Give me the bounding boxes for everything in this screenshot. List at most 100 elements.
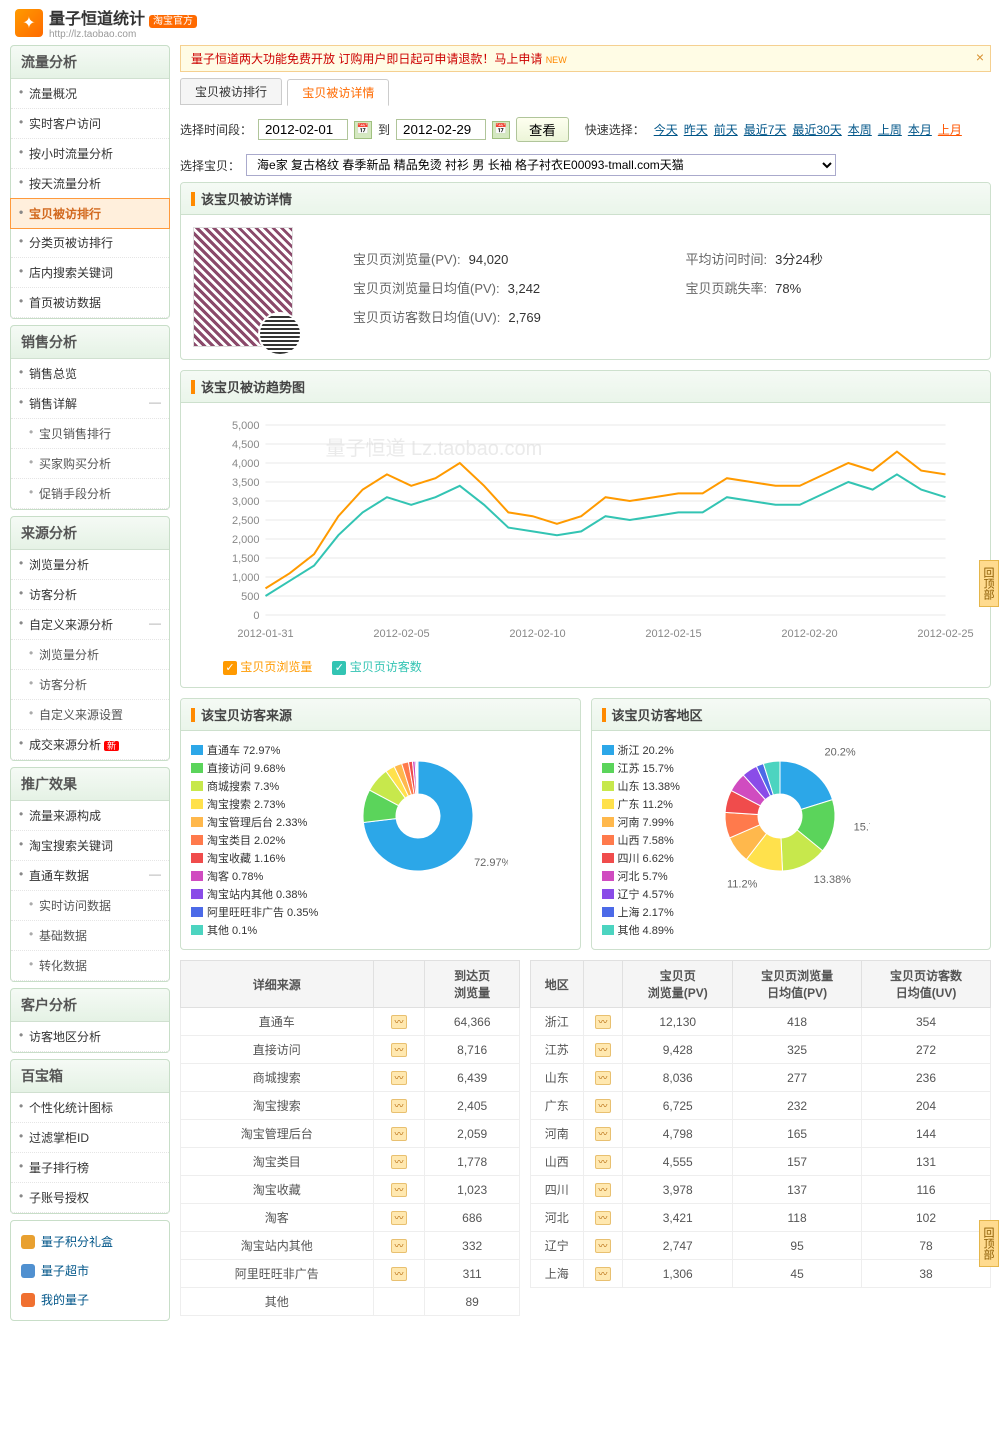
- sidebar-item[interactable]: 流量概况: [11, 79, 169, 109]
- sidebar-item[interactable]: 过滤掌柜ID: [11, 1123, 169, 1153]
- sidebar-item[interactable]: 转化数据: [11, 951, 169, 981]
- svg-text:3,500: 3,500: [232, 477, 260, 489]
- sidebar-item[interactable]: 量子排行榜: [11, 1153, 169, 1183]
- trend-icon[interactable]: 〰: [595, 1155, 611, 1169]
- sidebar-item[interactable]: 实时客户访问: [11, 109, 169, 139]
- region-panel: 该宝贝访客地区 浙江 20.2%江苏 15.7%山东 13.38%广东 11.2…: [591, 698, 992, 950]
- quick-link[interactable]: 上周: [878, 123, 902, 137]
- main-content: 量子恒道两大功能免费开放 订购用户即日起可申请退款！马上申请 NEW × 宝贝被…: [180, 45, 991, 1327]
- table-cell: 232: [733, 1092, 862, 1120]
- sidebar-item[interactable]: 流量来源构成: [11, 801, 169, 831]
- calendar-icon[interactable]: 📅: [354, 121, 372, 139]
- close-icon[interactable]: ×: [976, 49, 984, 65]
- table-row: 江苏〰9,428325272: [531, 1036, 991, 1064]
- calendar-icon[interactable]: 📅: [492, 121, 510, 139]
- sidebar-item[interactable]: 首页被访数据: [11, 288, 169, 318]
- sidebar-footer-link[interactable]: 量子超市: [11, 1256, 169, 1285]
- visit-detail-panel: 该宝贝被访详情 宝贝页浏览量(PV):94,020平均访问时间:3分24秒宝贝页…: [180, 182, 991, 360]
- product-label: 选择宝贝：: [180, 157, 240, 174]
- sidebar-section-title: 客户分析: [11, 989, 169, 1022]
- tab-rank[interactable]: 宝贝被访排行: [180, 78, 282, 105]
- trend-icon[interactable]: 〰: [391, 1043, 407, 1057]
- sidebar-item[interactable]: 分类页被访排行: [11, 228, 169, 258]
- trend-icon[interactable]: 〰: [595, 1267, 611, 1281]
- table-cell: 4,555: [623, 1148, 733, 1176]
- product-select[interactable]: 海e家 复古格纹 春季新品 精品免烫 衬衫 男 长袖 格子衬衣E00093-tm…: [246, 154, 836, 176]
- trend-icon[interactable]: 〰: [595, 1015, 611, 1029]
- logo-badge: 淘宝官方: [149, 15, 197, 28]
- trend-icon[interactable]: 〰: [391, 1127, 407, 1141]
- source-table: 详细来源到达页浏览量直通车〰64,366直接访问〰8,716商城搜索〰6,439…: [180, 960, 520, 1316]
- sidebar-item[interactable]: 销售详解—: [11, 389, 169, 419]
- quick-link[interactable]: 今天: [654, 123, 678, 137]
- trend-icon[interactable]: 〰: [391, 1155, 407, 1169]
- quick-link[interactable]: 本月: [908, 123, 932, 137]
- stat-item: 宝贝页浏览量(PV):94,020: [353, 249, 646, 268]
- sidebar-item[interactable]: 实时访问数据: [11, 891, 169, 921]
- legend-item[interactable]: ✓ 宝贝页访客数: [332, 660, 421, 674]
- quick-link[interactable]: 昨天: [684, 123, 708, 137]
- sidebar-item[interactable]: 子账号授权: [11, 1183, 169, 1213]
- trend-icon[interactable]: 〰: [595, 1071, 611, 1085]
- table-cell: [373, 1288, 425, 1316]
- table-row: 阿里旺旺非广告〰311: [181, 1260, 520, 1288]
- sidebar-item[interactable]: 浏览量分析: [11, 550, 169, 580]
- region-table: 地区宝贝页浏览量(PV)宝贝页浏览量日均值(PV)宝贝页访客数日均值(UV)浙江…: [530, 960, 991, 1288]
- quick-link-active[interactable]: 上月: [938, 123, 962, 137]
- sidebar-item[interactable]: 店内搜索关键词: [11, 258, 169, 288]
- quick-link[interactable]: 前天: [714, 123, 738, 137]
- sidebar-item[interactable]: 自定义来源设置: [11, 700, 169, 730]
- trend-icon[interactable]: 〰: [391, 1071, 407, 1085]
- tab-detail[interactable]: 宝贝被访详情: [287, 79, 389, 106]
- sidebar-item[interactable]: 成交来源分析新: [11, 730, 169, 760]
- sidebar-item[interactable]: 按小时流量分析: [11, 139, 169, 169]
- trend-icon[interactable]: 〰: [595, 1127, 611, 1141]
- quick-link[interactable]: 最近7天: [744, 123, 787, 137]
- table-cell: 浙江: [531, 1008, 584, 1036]
- trend-icon[interactable]: 〰: [391, 1099, 407, 1113]
- table-header: 宝贝页浏览量(PV): [623, 961, 733, 1008]
- sidebar-item[interactable]: 基础数据: [11, 921, 169, 951]
- trend-icon[interactable]: 〰: [595, 1043, 611, 1057]
- legend-item: 淘宝收藏 1.16%: [191, 849, 318, 867]
- sidebar-item[interactable]: 宝贝销售排行: [11, 419, 169, 449]
- back-to-top-button[interactable]: 回顶部: [979, 1220, 999, 1267]
- sidebar-item[interactable]: 浏览量分析: [11, 640, 169, 670]
- legend-item[interactable]: ✓ 宝贝页浏览量: [223, 660, 312, 674]
- sidebar-item[interactable]: 个性化统计图标: [11, 1093, 169, 1123]
- trend-icon[interactable]: 〰: [595, 1183, 611, 1197]
- sidebar-item[interactable]: 销售总览: [11, 359, 169, 389]
- legend-item: 淘客 0.78%: [191, 867, 318, 885]
- sidebar-item[interactable]: 宝贝被访排行: [10, 198, 170, 229]
- quick-link[interactable]: 最近30天: [792, 123, 841, 137]
- trend-line-chart: 05001,0001,5002,0002,5003,0003,5004,0004…: [193, 415, 978, 655]
- trend-icon[interactable]: 〰: [391, 1211, 407, 1225]
- date-to-input[interactable]: [396, 119, 486, 140]
- sidebar-footer-link[interactable]: 我的量子: [11, 1285, 169, 1314]
- trend-icon[interactable]: 〰: [391, 1239, 407, 1253]
- date-from-input[interactable]: [258, 119, 348, 140]
- back-to-top-button[interactable]: 回顶部: [979, 560, 999, 607]
- sidebar-item[interactable]: 访客分析: [11, 670, 169, 700]
- sidebar-item[interactable]: 直通车数据—: [11, 861, 169, 891]
- svg-text:2012-02-20: 2012-02-20: [781, 628, 837, 640]
- sidebar-item[interactable]: 访客地区分析: [11, 1022, 169, 1052]
- quick-link[interactable]: 本周: [848, 123, 872, 137]
- sidebar-item[interactable]: 买家购买分析: [11, 449, 169, 479]
- trend-icon[interactable]: 〰: [391, 1183, 407, 1197]
- sidebar-footer-link[interactable]: 量子积分礼盒: [11, 1227, 169, 1256]
- trend-icon[interactable]: 〰: [391, 1015, 407, 1029]
- sidebar-item[interactable]: 自定义来源分析—: [11, 610, 169, 640]
- sidebar-item[interactable]: 促销手段分析: [11, 479, 169, 509]
- table-cell: 淘客: [181, 1204, 374, 1232]
- sidebar-item[interactable]: 按天流量分析: [11, 169, 169, 199]
- query-button[interactable]: 查看: [516, 117, 569, 142]
- trend-icon[interactable]: 〰: [595, 1099, 611, 1113]
- sidebar-item[interactable]: 淘宝搜索关键词: [11, 831, 169, 861]
- trend-icon[interactable]: 〰: [391, 1267, 407, 1281]
- trend-icon[interactable]: 〰: [595, 1239, 611, 1253]
- trend-icon[interactable]: 〰: [595, 1211, 611, 1225]
- sidebar-item[interactable]: 访客分析: [11, 580, 169, 610]
- table-cell: 38: [862, 1260, 991, 1288]
- table-header: 宝贝页浏览量日均值(PV): [733, 961, 862, 1008]
